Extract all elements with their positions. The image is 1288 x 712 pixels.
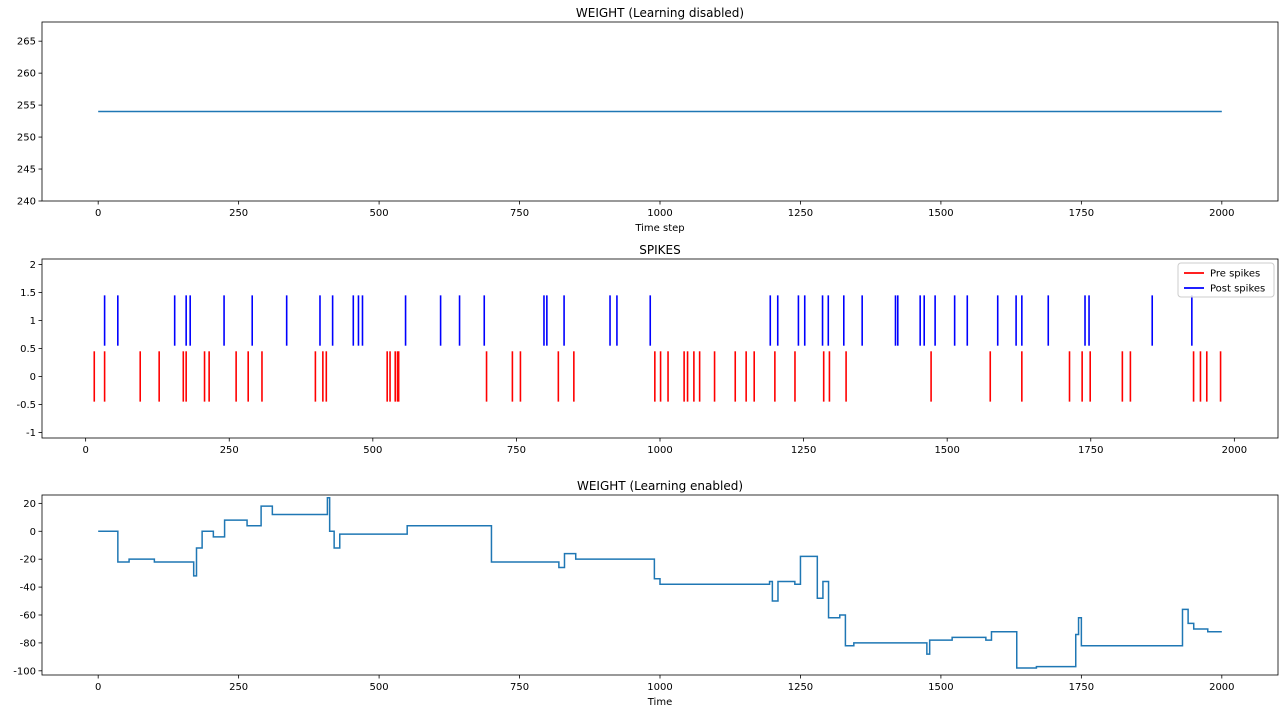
chart-title: WEIGHT (Learning disabled) — [576, 6, 744, 20]
y-tick-label: 245 — [17, 165, 36, 176]
legend-label-1: Pre spikes — [1210, 269, 1260, 280]
y-tick-label: -0.5 — [16, 400, 36, 411]
y-tick-label: 0 — [30, 527, 36, 538]
y-tick-label: -80 — [20, 638, 36, 649]
x-tick-label: 250 — [229, 682, 248, 693]
x-tick-label: 1000 — [647, 208, 672, 219]
x-tick-label: 2000 — [1209, 682, 1234, 693]
x-tick-label: 1500 — [928, 208, 953, 219]
y-tick-label: 20 — [23, 499, 36, 510]
x-tick-label: 250 — [220, 445, 239, 456]
x-axis-label: Time — [647, 697, 672, 708]
x-tick-label: 1000 — [647, 682, 672, 693]
y-tick-label: 255 — [17, 101, 36, 112]
chart-panel-2: SPIKES 0 250 500 750 1000 1250 1500 1750 2000 -1 -0… — [16, 243, 1279, 456]
y-tick-label: 1.5 — [20, 288, 36, 299]
x-tick-label: 2000 — [1222, 445, 1247, 456]
x-tick-label: 2000 — [1209, 208, 1234, 219]
y-tick-label: 250 — [17, 133, 36, 144]
y-tick-label: 260 — [17, 69, 36, 80]
y-tick-label: -40 — [20, 583, 36, 594]
x-tick-label: 0 — [82, 445, 88, 456]
chart-title: WEIGHT (Learning enabled) — [577, 479, 743, 493]
y-tick-label: 1 — [30, 316, 36, 327]
x-axis-label: Time step — [634, 223, 684, 234]
chart-panel-3: WEIGHT (Learning enabled) 0 250 500 750 1000 1… — [13, 479, 1279, 708]
x-tick-label: 1500 — [928, 682, 953, 693]
x-tick-label: 1750 — [1069, 682, 1094, 693]
y-tick-label: 0 — [30, 372, 36, 383]
y-tick-label: 2 — [30, 260, 36, 271]
x-tick-label: 500 — [370, 682, 389, 693]
y-tick-label: 240 — [17, 197, 36, 208]
x-tick-label: 500 — [363, 445, 382, 456]
plot-area — [98, 497, 1222, 669]
x-tick-label: 1250 — [788, 682, 813, 693]
y-tick-label: -60 — [20, 611, 36, 622]
x-tick-label: 500 — [370, 208, 389, 219]
chart-panel-1: WEIGHT (Learning disabled) 0 250 500 750 1000… — [17, 6, 1279, 234]
y-tick-label: 265 — [17, 37, 36, 48]
x-tick-label: 1250 — [791, 445, 816, 456]
x-tick-label: 1750 — [1069, 208, 1094, 219]
legend: Pre spikes Post spikes — [1177, 262, 1275, 298]
x-tick-label: 750 — [507, 445, 526, 456]
x-tick-label: 1750 — [1078, 445, 1103, 456]
x-tick-label: 1250 — [788, 208, 813, 219]
y-tick-label: 0.5 — [20, 344, 36, 355]
legend-label-2: Post spikes — [1210, 284, 1265, 295]
y-tick-label: -1 — [26, 428, 36, 439]
y-tick-label: -20 — [20, 555, 36, 566]
x-tick-label: 0 — [95, 208, 101, 219]
x-tick-label: 750 — [510, 682, 529, 693]
x-tick-label: 750 — [510, 208, 529, 219]
series-line-1 — [98, 497, 1222, 669]
y-tick-label: -100 — [13, 666, 36, 677]
x-tick-label: 1500 — [934, 445, 959, 456]
plot-area — [93, 295, 1222, 402]
x-tick-label: 0 — [95, 682, 101, 693]
chart-title: SPIKES — [639, 243, 680, 257]
x-tick-label: 1000 — [647, 445, 672, 456]
x-tick-label: 250 — [229, 208, 248, 219]
axes-frame — [41, 258, 1279, 439]
